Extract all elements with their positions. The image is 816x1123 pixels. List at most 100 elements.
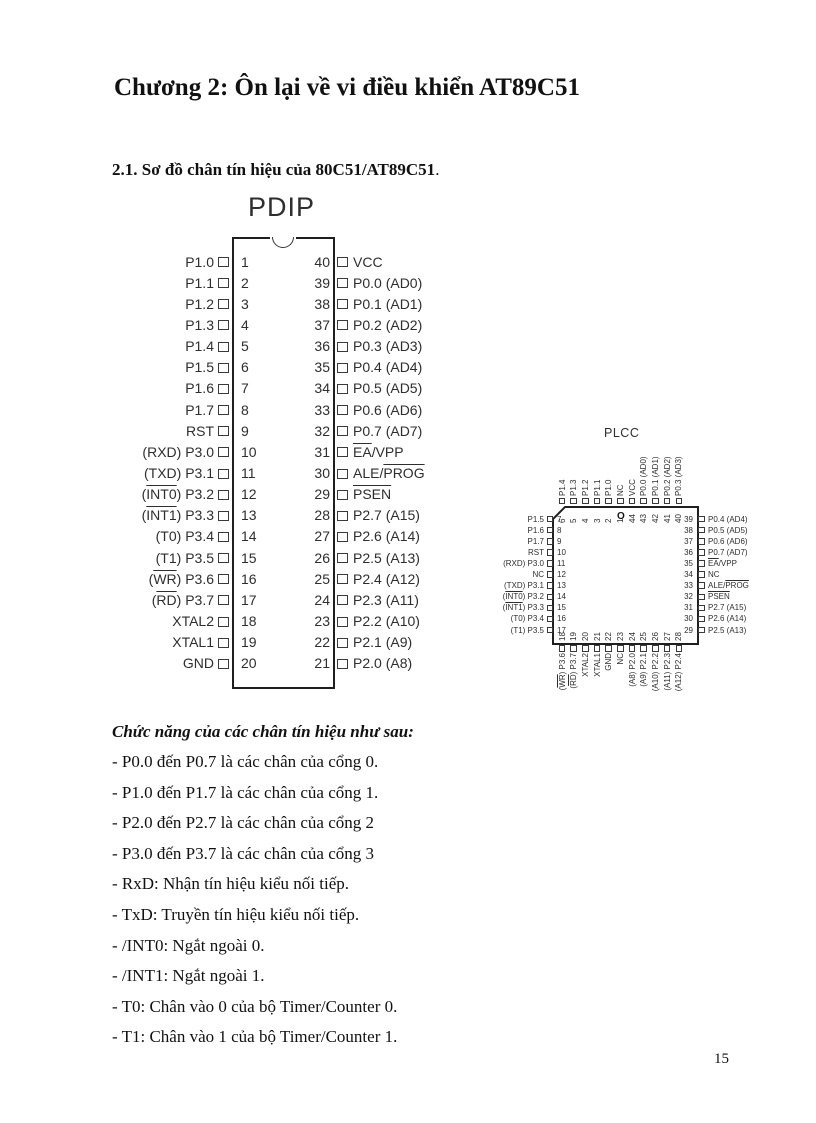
- plcc-pin-square: [675, 645, 682, 652]
- pdip-left-pin-label: (INT1) P3.3: [141, 507, 214, 524]
- plcc-pin-square: [546, 526, 553, 534]
- pdip-left-pin-label: P1.7: [185, 401, 214, 418]
- pdip-pin-number: 11: [241, 465, 256, 481]
- pdip-pin-square: [337, 531, 348, 542]
- pdip-right-pin-label: P0.2 (AD2): [353, 316, 423, 333]
- pdip-left-pin-label: P1.3: [185, 316, 214, 333]
- plcc-pin-number: 21: [592, 632, 602, 641]
- pdip-right-pin-label: ALE/PROG: [353, 465, 425, 481]
- pdip-pin-number: 38: [314, 295, 330, 312]
- pdip-right-pin-label: P2.3 (A11): [353, 591, 419, 608]
- pdip-right-pin-label: P0.1 (AD1): [353, 295, 423, 312]
- plcc-pin-square: [546, 615, 553, 623]
- pdip-pin-number: 12: [241, 486, 257, 503]
- plcc-top-pin-label: P0.0 (AD0): [639, 456, 649, 496]
- pdip-pin-square: [337, 489, 348, 500]
- plcc-pin-number: 8: [557, 525, 562, 535]
- plcc-pin-square: [582, 497, 589, 504]
- pdip-pin-number: 19: [241, 634, 257, 651]
- plcc-left-pin-label: (RXD) P3.0: [503, 558, 544, 568]
- pdip-pin-number: 10: [241, 443, 257, 460]
- pdip-left-pin-label: (T0) P3.4: [155, 528, 214, 545]
- pdip-pin-number: 20: [241, 655, 257, 672]
- pdip-left-pin-label: P1.5: [185, 359, 214, 376]
- pdip-pin-number: 4: [241, 316, 249, 333]
- plcc-pin-square: [582, 645, 589, 652]
- plcc-pin-number: 16: [557, 614, 566, 624]
- plcc-pin-square: [558, 645, 566, 652]
- plcc-pin-number: 35: [684, 558, 693, 568]
- pdip-pin-number: 32: [314, 422, 330, 439]
- plcc-right-pin-label: PSEN: [708, 592, 730, 602]
- pdip-pin-square: [337, 553, 348, 564]
- pdip-right-pin-label: P0.0 (AD0): [353, 274, 423, 291]
- pdip-right-pin-label: P2.6 (A14): [353, 528, 420, 545]
- pdip-pin-square: [337, 383, 348, 394]
- plcc-pin-number: 4: [580, 518, 590, 523]
- plcc-pin-square: [675, 497, 682, 504]
- plcc-left-pin-label: (INT1) P3.3: [502, 603, 544, 613]
- pdip-right-pin-label: P2.7 (A15): [353, 507, 420, 524]
- plcc-bottom-pin-label: (RD) P3.7: [569, 652, 579, 689]
- pdip-left-pin-label: (WR) P3.6: [148, 570, 214, 587]
- pdip-left-pin-label: XTAL1: [172, 634, 214, 651]
- pdip-right-pin-label: P2.4 (A12): [353, 570, 420, 587]
- plcc-pin-square: [546, 582, 553, 589]
- plcc-pin-number: 38: [684, 525, 693, 535]
- pin-function-item: - T0: Chân vào 0 của bộ Timer/Counter 0.: [112, 996, 398, 1016]
- plcc-pin-number: 31: [684, 603, 693, 613]
- section-heading-period: .: [435, 160, 440, 179]
- pdip-pin-square: [218, 658, 229, 669]
- pdip-pin-square: [218, 637, 229, 648]
- pdip-left-pin-label: (RD) P3.7: [151, 591, 214, 608]
- plcc-top-pin-label: P1.4: [557, 479, 567, 496]
- plcc-left-pin-label: (TXD) P3.1: [503, 581, 544, 591]
- pdip-pin-number: 13: [241, 507, 257, 524]
- plcc-pin-square: [605, 645, 612, 652]
- pdip-pin-square: [337, 426, 348, 437]
- pdip-pin-square: [218, 405, 229, 416]
- plcc-bottom-pin-label: NC: [615, 652, 625, 665]
- pdip-left-pin-label: GND: [182, 655, 214, 672]
- pdip-pin-number: 40: [314, 253, 330, 270]
- pdip-pin-number: 2: [241, 274, 249, 291]
- plcc-bottom-pin-label: (A9) P2.1: [639, 652, 649, 687]
- plcc-top-pin-label: P1.1: [592, 479, 602, 496]
- plcc-bottom-pin-label: (A8) P2.0: [627, 652, 637, 687]
- plcc-pin-number: 33: [684, 581, 693, 591]
- pdip-pin-number: 39: [314, 274, 330, 291]
- plcc-bottom-pin-label: (A12) P2.4: [674, 652, 684, 691]
- plcc-pin-number: 23: [615, 632, 625, 641]
- plcc-pin-number: 39: [684, 514, 693, 524]
- plcc-pin-square: [698, 538, 705, 545]
- plcc-pin-number: 3: [592, 518, 602, 523]
- plcc-pin-number: 12: [557, 570, 566, 579]
- plcc-pin-number: 43: [639, 514, 649, 523]
- pin-function-item: - TxD: Truyền tín hiệu kiểu nối tiếp.: [112, 904, 360, 924]
- pdip-right-pin-label: P0.6 (AD6): [353, 401, 423, 418]
- plcc-pin-number: 42: [650, 514, 660, 523]
- pdip-left-pin-label: RST: [186, 422, 214, 439]
- pdip-right-pin-label: P0.3 (AD3): [353, 338, 423, 355]
- pdip-pin-square: [218, 595, 229, 606]
- pdip-pin-number: 15: [241, 549, 257, 566]
- plcc-pin-square: [617, 497, 624, 504]
- pdip-right-pin-label: PSEN: [353, 486, 392, 503]
- plcc-right-pin-label: P0.7 (AD7): [708, 547, 748, 557]
- pdip-pin-square: [337, 637, 348, 648]
- plcc-pin-square: [698, 526, 705, 534]
- pdip-pin-number: 31: [314, 443, 330, 460]
- pin-functions-block: Chức năng của các chân tín hiệu như sau:…: [112, 716, 672, 1053]
- chapter-title: Chương 2: Ôn lại về vi điều khiển AT89C5…: [114, 74, 580, 101]
- pdip-pin-square: [337, 341, 348, 352]
- plcc-pin-square: [546, 593, 553, 600]
- plcc-right-pin-label: P0.6 (AD6): [708, 536, 748, 546]
- pdip-right-pin-label: P0.7 (AD7): [353, 422, 423, 439]
- pdip-right-pin-label: P2.1 (A9): [353, 634, 413, 651]
- pdip-pin-number: 36: [314, 338, 330, 355]
- plcc-pin-square: [698, 604, 705, 612]
- pdip-pin-number: 9: [241, 422, 249, 439]
- plcc-pin-square: [698, 560, 705, 567]
- plcc-right-pin-label: P2.7 (A15): [708, 603, 747, 613]
- pdip-pin-number: 33: [314, 401, 330, 418]
